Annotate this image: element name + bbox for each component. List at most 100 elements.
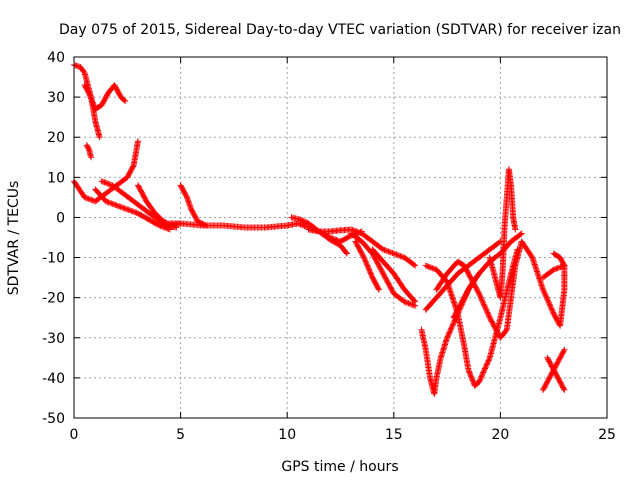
data-point [479, 372, 485, 379]
data-point [476, 270, 483, 277]
data-point [444, 333, 451, 340]
data-point [548, 306, 555, 313]
data-point [450, 321, 456, 328]
data-point [540, 286, 546, 293]
data-point [512, 226, 519, 233]
data-point [451, 317, 458, 324]
data-point [375, 285, 382, 292]
data-point [480, 301, 487, 308]
data-point [549, 308, 556, 314]
data-point [482, 305, 489, 312]
data-point [475, 289, 482, 296]
data-point [478, 296, 485, 302]
data-point [363, 259, 370, 266]
series-track-1 [71, 62, 103, 141]
series-track-9 [166, 220, 365, 245]
data-point [560, 385, 567, 392]
data-point [375, 286, 382, 293]
x-tick-label: 0 [70, 427, 79, 443]
x-tick-label: 10 [278, 427, 296, 443]
data-point [486, 313, 493, 320]
data-point [518, 230, 525, 237]
data-point [479, 298, 486, 305]
gridlines [74, 57, 607, 418]
data-point [482, 304, 488, 310]
data-point [410, 261, 417, 268]
data-point [543, 294, 550, 301]
data-point [484, 360, 491, 367]
data-point [477, 293, 484, 300]
data-point [546, 300, 552, 306]
series-track-11 [305, 226, 419, 269]
axis-ticks: 0 5 10 15 20 25 -50 -40 -30 -20 -10 0 10 20 30 40 [42, 50, 616, 443]
data-point [446, 329, 453, 336]
series-track-19 [450, 270, 483, 321]
series-track-14 [369, 246, 419, 305]
data-point [364, 263, 371, 270]
data-point [135, 138, 141, 145]
data-point [476, 377, 483, 384]
data-point [90, 102, 97, 109]
data-point [89, 98, 96, 105]
data-point [448, 325, 455, 332]
data-point [476, 292, 483, 298]
data-point [368, 271, 375, 278]
y-tick-label: 20 [47, 130, 65, 146]
data-point [448, 324, 455, 331]
data-point [543, 380, 550, 387]
series-track-23 [544, 354, 568, 393]
data-point [450, 320, 457, 327]
data-point [85, 90, 92, 97]
chart-title: Day 075 of 2015, Sidereal Day-to-day VTE… [59, 22, 621, 38]
data-point [412, 262, 419, 269]
data-point [451, 318, 458, 325]
data-point [130, 163, 137, 170]
data-point [486, 356, 493, 363]
data-point [363, 261, 370, 268]
data-point [362, 257, 369, 264]
data-point [366, 267, 373, 274]
data-point [551, 251, 558, 258]
data-point [445, 332, 452, 339]
data-point [449, 322, 456, 329]
plot-frame [73, 56, 608, 419]
data-point [478, 373, 485, 380]
series-track-13 [352, 238, 382, 293]
y-tick-label: -10 [42, 251, 65, 267]
data-point [480, 300, 487, 306]
x-tick-label: 20 [491, 427, 509, 443]
data-point [470, 378, 477, 385]
data-point [360, 253, 367, 260]
data-point [122, 98, 129, 105]
y-tick-label: -40 [42, 371, 65, 387]
data-point [561, 346, 568, 353]
data-point [87, 94, 94, 101]
data-point [394, 252, 401, 258]
data-point [445, 330, 452, 337]
data-point [475, 271, 482, 278]
data-point [540, 288, 547, 294]
x-tick-label: 5 [176, 427, 185, 443]
data-point [560, 348, 567, 355]
y-axis-label: SDTVAR / TECUs [6, 181, 22, 296]
data-point [545, 298, 552, 305]
data-point [482, 364, 489, 371]
y-tick-label: 40 [47, 50, 65, 66]
data-point [479, 297, 485, 304]
x-tick-label: 25 [598, 427, 616, 443]
x-tick-label: 15 [385, 427, 403, 443]
data-point [476, 378, 483, 385]
data-point [465, 366, 472, 373]
data-point [517, 231, 524, 238]
data-point [389, 288, 396, 295]
data-point [365, 265, 372, 272]
data-point [361, 255, 368, 262]
y-tick-label: 30 [47, 90, 65, 106]
data-point [468, 374, 475, 381]
data-point [541, 289, 548, 296]
data-point [80, 68, 87, 75]
data-point [121, 97, 128, 104]
data-point [476, 290, 483, 297]
data-point [343, 250, 350, 257]
